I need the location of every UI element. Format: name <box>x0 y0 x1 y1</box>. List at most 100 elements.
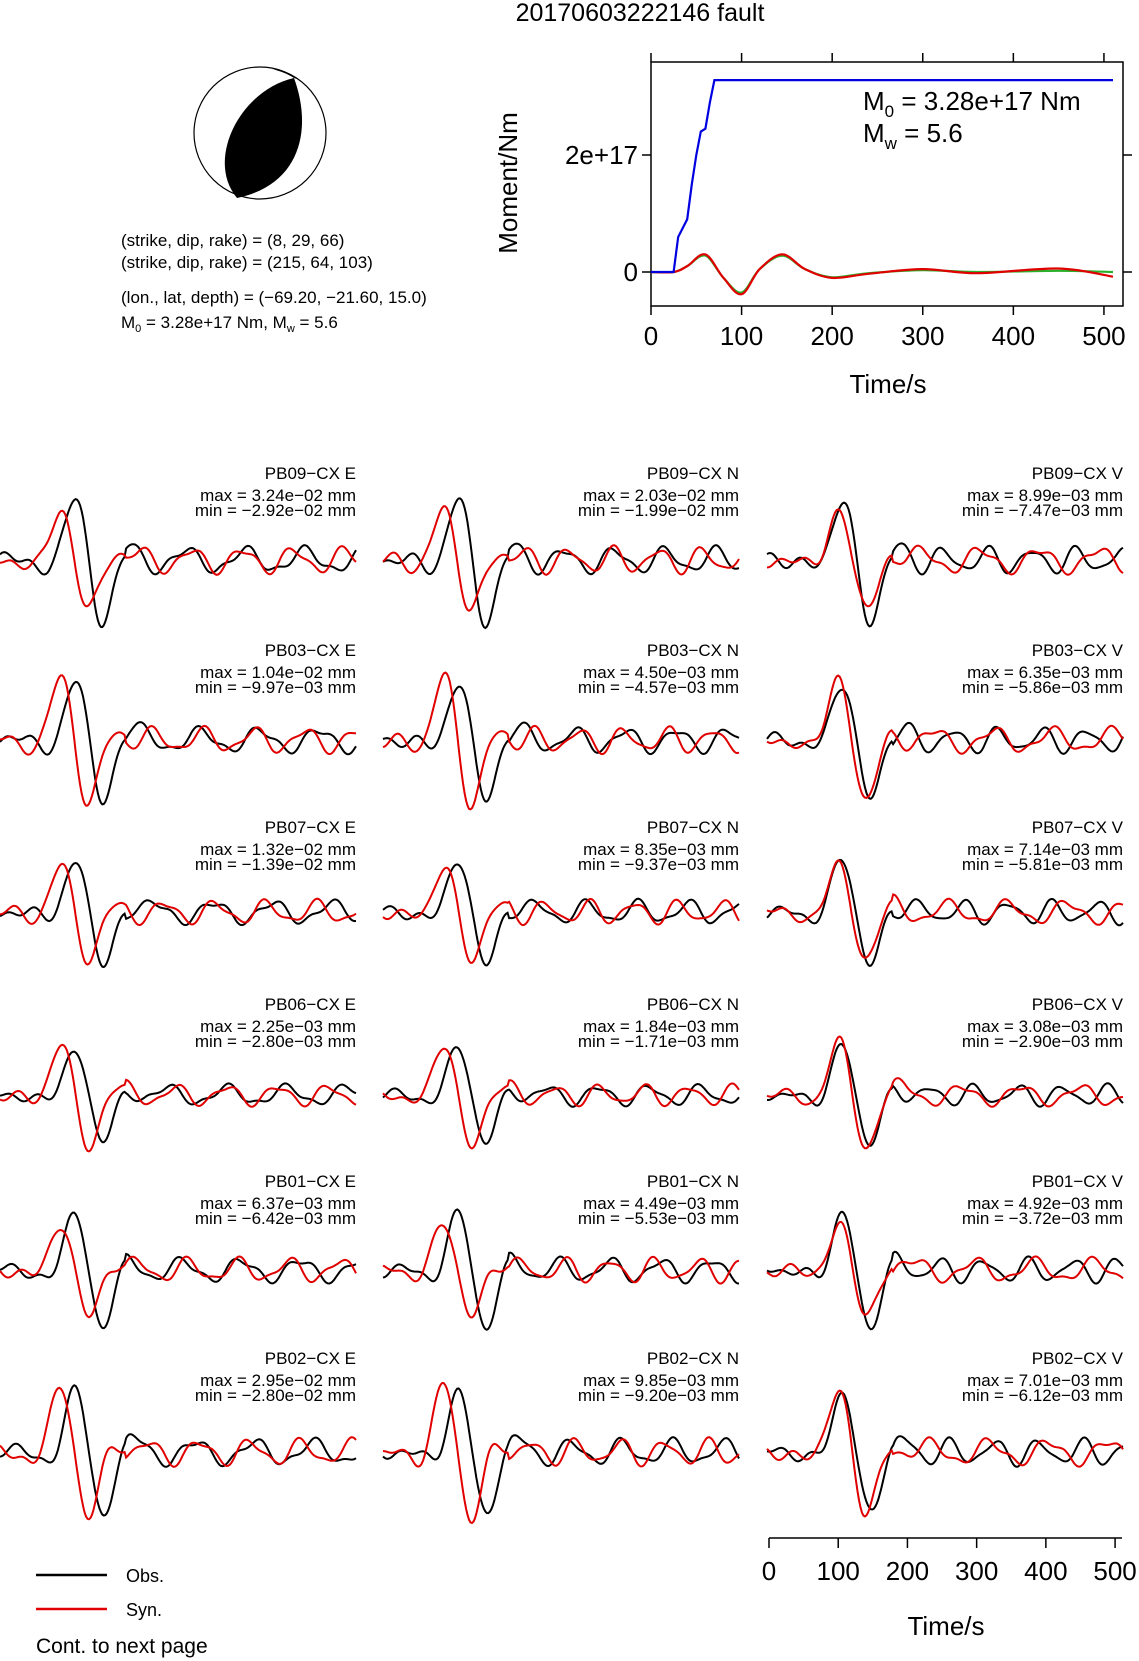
beachball-icon <box>193 66 327 200</box>
waveform-xtick-label: 300 <box>955 1556 998 1586</box>
panel-station-label: PB09−CX E <box>265 464 356 483</box>
moment-xtick-label: 100 <box>720 321 763 351</box>
panel-max-label: max = 3.08e−03 mm <box>967 1017 1123 1036</box>
moment-ytick-label: 2e+17 <box>565 140 638 170</box>
panel-station-label: PB06−CX V <box>1032 995 1124 1014</box>
waveform-time-axis: Time/s 0 100 200 300 400 500 <box>762 1537 1137 1641</box>
panel-max-label: max = 2.03e−02 mm <box>583 486 739 505</box>
moment-xtick-label: 500 <box>1082 321 1125 351</box>
panel-max-label: max = 8.99e−03 mm <box>967 486 1123 505</box>
panel-station-label: PB06−CX E <box>265 995 356 1014</box>
panel-station-label: PB03−CX E <box>265 641 356 660</box>
panel-station-label: PB02−CX N <box>647 1349 739 1368</box>
panel-min-label: min = −5.81e−03 mm <box>962 855 1123 874</box>
moment-series-rate-red <box>650 253 1114 296</box>
moment-axis-ticks: 0 100 200 300 400 500 0 2e+17 <box>565 53 1132 351</box>
trace-obs <box>0 861 357 969</box>
trace-syn <box>0 509 357 608</box>
nodal-plane-1: (strike, dip, rake) = (8, 29, 66) <box>121 231 344 250</box>
panel-min-label: min = −9.97e−03 mm <box>195 678 356 697</box>
panel-max-label: max = 6.35e−03 mm <box>967 663 1123 682</box>
trace-syn <box>382 671 740 811</box>
moment-series-cumulative <box>651 79 1113 274</box>
panel-min-label: min = −1.99e−02 mm <box>578 501 739 520</box>
waveform-x-axis-label: Time/s <box>907 1611 984 1641</box>
trace-obs <box>766 1210 1124 1331</box>
trace-obs <box>766 688 1124 800</box>
trace-obs <box>382 1046 740 1145</box>
trace-obs <box>0 1211 357 1330</box>
panel-max-label: max = 7.14e−03 mm <box>967 840 1123 859</box>
panel-min-label: min = −3.72e−03 mm <box>962 1209 1123 1228</box>
location-depth: (lon., lat, depth) = (−69.20, −21.60, 15… <box>121 288 427 307</box>
trace-syn <box>0 1228 357 1319</box>
trace-syn <box>766 1389 1124 1518</box>
panel-min-label: min = −2.92e−02 mm <box>195 501 356 520</box>
legend-syn-label: Syn. <box>126 1600 162 1620</box>
moment-ytick-label: 0 <box>624 257 638 287</box>
trace-obs <box>382 1208 740 1331</box>
figure-title: 20170603222146 fault <box>516 0 765 27</box>
panel-station-label: PB02−CX E <box>265 1349 356 1368</box>
trace-obs <box>766 858 1124 967</box>
moment-xtick-label: 300 <box>901 321 944 351</box>
panel-min-label: min = −6.12e−03 mm <box>962 1386 1123 1405</box>
moment-series <box>650 79 1114 296</box>
panel-min-label: min = −1.39e−02 mm <box>195 855 356 874</box>
trace-syn <box>766 1035 1124 1150</box>
panel-max-label: max = 3.24e−02 mm <box>200 486 356 505</box>
moment-magnitude-text: M0 = 3.28e+17 Nm, Mw = 5.6 <box>121 313 338 335</box>
trace-obs <box>382 685 740 803</box>
trace-obs <box>0 1384 357 1517</box>
panel-station-label: PB09−CX V <box>1032 464 1124 483</box>
panel-min-label: min = −2.90e−03 mm <box>962 1032 1123 1051</box>
panel-min-label: min = −9.37e−03 mm <box>578 855 739 874</box>
panel-min-label: min = −9.20e−03 mm <box>578 1386 739 1405</box>
panel-station-label: PB07−CX N <box>647 818 739 837</box>
panel-max-label: max = 1.04e−02 mm <box>200 663 356 682</box>
trace-syn <box>382 866 740 964</box>
panel-station-label: PB07−CX V <box>1032 818 1124 837</box>
panel-station-label: PB09−CX N <box>647 464 739 483</box>
trace-obs <box>766 1391 1124 1511</box>
moment-y-axis-label: Moment/Nm <box>493 112 523 254</box>
panel-min-label: min = −7.47e−03 mm <box>962 501 1123 520</box>
waveform-xtick-label: 500 <box>1093 1556 1136 1586</box>
trace-syn <box>766 508 1124 608</box>
panel-max-label: max = 1.84e−03 mm <box>583 1017 739 1036</box>
moment-xtick-label: 0 <box>644 321 658 351</box>
panel-max-label: max = 8.35e−03 mm <box>583 840 739 859</box>
panel-max-label: max = 4.92e−03 mm <box>967 1194 1123 1213</box>
trace-syn <box>0 674 357 807</box>
panel-station-label: PB06−CX N <box>647 995 739 1014</box>
moment-xtick-label: 400 <box>992 321 1035 351</box>
legend-obs-label: Obs. <box>126 1566 164 1586</box>
panel-min-label: min = −2.80e−03 mm <box>195 1032 356 1051</box>
panel-min-label: min = −5.86e−03 mm <box>962 678 1123 697</box>
panel-min-label: min = −4.57e−03 mm <box>578 678 739 697</box>
panel-max-label: max = 1.32e−02 mm <box>200 840 356 859</box>
trace-syn <box>382 1224 740 1319</box>
mechanism-info: (strike, dip, rake) = (8, 29, 66) (strik… <box>121 231 427 335</box>
panel-station-label: PB02−CX V <box>1032 1349 1124 1368</box>
waveform-xtick-label: 400 <box>1024 1556 1067 1586</box>
moment-plot-frame <box>650 61 1124 307</box>
panel-max-label: max = 6.37e−03 mm <box>200 1194 356 1213</box>
trace-syn <box>766 674 1124 799</box>
panel-station-label: PB01−CX N <box>647 1172 739 1191</box>
panel-station-label: PB03−CX V <box>1032 641 1124 660</box>
panel-station-label: PB01−CX E <box>265 1172 356 1191</box>
